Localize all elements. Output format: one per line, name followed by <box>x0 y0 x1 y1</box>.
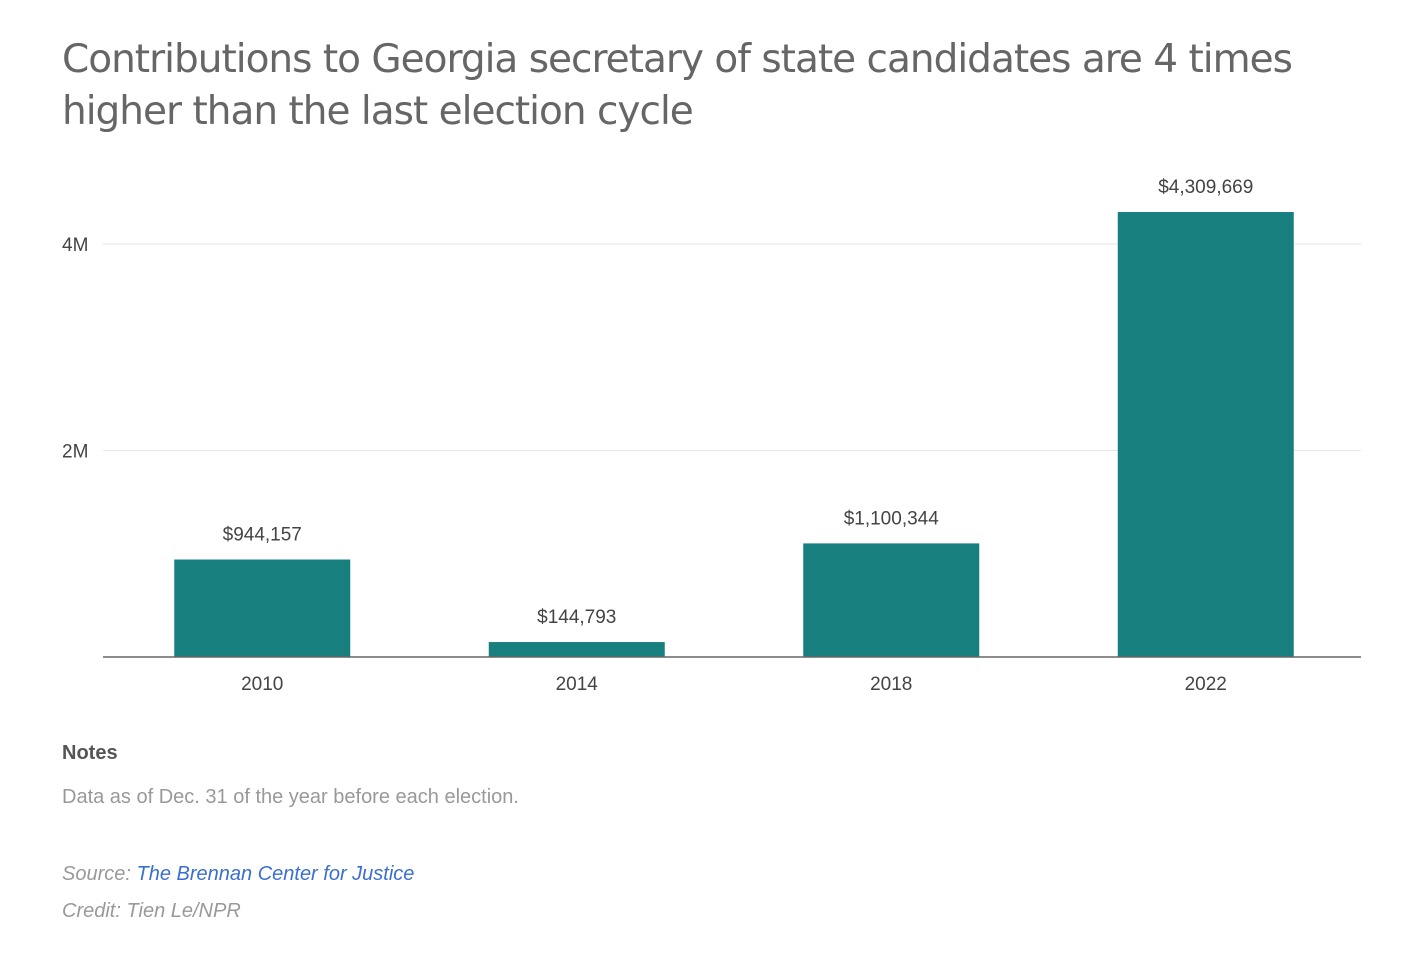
y-tick-label: 2M <box>62 442 88 463</box>
data-label: $144,793 <box>537 607 616 628</box>
bar-2014 <box>488 642 665 657</box>
x-tick-label: 2014 <box>556 674 599 695</box>
bar-2018 <box>803 543 980 657</box>
notes-heading: Notes <box>62 742 118 764</box>
data-label: $944,157 <box>223 525 302 546</box>
bar-2010 <box>174 559 351 657</box>
credit-line: Credit: Tien Le/NPR <box>62 900 241 922</box>
x-tick-label: 2010 <box>241 674 283 695</box>
bar-chart: 2M 4M $944,157 2010 $144,793 2014 $1,100,344 20… <box>62 177 1361 695</box>
bar-2022 <box>1117 212 1294 657</box>
y-tick-label: 4M <box>62 235 88 256</box>
x-tick-label: 2018 <box>870 674 912 695</box>
source-label: Source: <box>62 863 131 885</box>
data-label: $1,100,344 <box>844 508 940 529</box>
source-link[interactable]: The Brennan Center for Justice <box>136 863 415 885</box>
notes-text: Data as of Dec. 31 of the year before ea… <box>62 786 519 808</box>
source-line: Source: The Brennan Center for Justice <box>62 863 414 886</box>
data-label: $4,309,669 <box>1158 177 1253 198</box>
chart-title: Contributions to Georgia secretary of st… <box>62 37 1293 134</box>
x-tick-label: 2022 <box>1185 674 1227 695</box>
